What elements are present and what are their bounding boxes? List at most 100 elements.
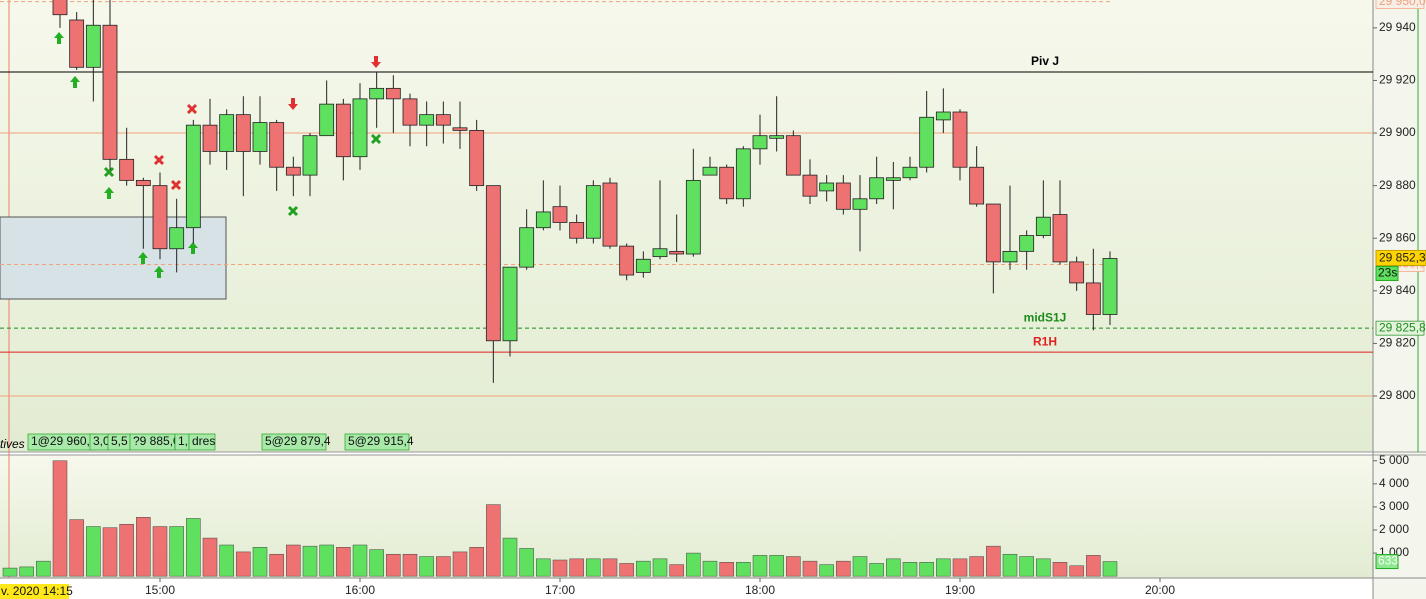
order-label: dres [192,434,215,448]
y-tick-label: 2 000 [1379,522,1409,536]
candle-body [969,166,985,205]
buy-cross [287,205,299,217]
candle-body [985,203,1001,263]
sell-arrow [371,56,381,68]
candle-body [419,114,435,126]
start-label: v. 2020 14:15 [1,584,73,598]
candle-body [602,182,618,247]
volume-bar [252,547,268,577]
volume-bar [1036,558,1051,577]
volume-bar [2,567,18,577]
level-label: 29 950,0 [1379,0,1426,8]
order-label: 1@29 960,0 [31,434,97,448]
candle-body [519,227,535,268]
last-price-box [1375,249,1426,266]
sell-arrow [288,98,298,110]
y-tick-label: 29 860 [1379,230,1416,244]
volume-bar [286,544,301,577]
candle-body [735,148,751,200]
volume-bar [236,551,251,577]
volume-bar [1102,561,1118,577]
y-tick-label: 29 920 [1379,73,1416,87]
order-tag [344,433,410,451]
sell-cross [153,154,165,166]
buy-cross [103,166,115,178]
volume-bar [586,558,601,577]
sell-cross [186,103,198,115]
candle-body [252,122,268,152]
last-price-label: 29 852,3 [1379,251,1426,265]
buy-arrow [188,242,198,254]
volume-bar [386,553,401,577]
volume-bar [786,556,801,577]
candle-body [702,166,718,176]
buy-arrow [54,32,64,44]
candle-body [569,222,585,239]
y-tick-label: 5 000 [1379,453,1409,467]
volume-bar [186,518,201,577]
volume-bar [769,555,784,577]
volume-bar [369,549,384,577]
volume-bar [202,537,218,577]
candle-body [219,114,235,152]
volume-bar [502,537,518,577]
candle-body [685,179,701,255]
volume-bar [986,545,1001,577]
volume-bar [19,566,34,577]
volume-bar [519,548,534,577]
candle-body [385,87,401,100]
x-tick-label: 16:00 [345,583,375,597]
volume-bar [852,556,868,577]
candle-body [119,158,135,181]
candle-body [1035,216,1051,236]
volume-bar [736,562,751,577]
volume-bar [352,544,368,577]
candle-body [369,87,385,100]
volume-bar [552,559,568,577]
x-tick-label: 17:00 [545,583,575,597]
candle-body [902,166,918,179]
volume-bar [452,551,468,577]
candle-body [485,185,501,342]
volume-bar [1086,555,1101,577]
candle-body [852,198,868,210]
y-tick-label: 29 900 [1379,125,1416,139]
level-name: Piv J [1031,54,1059,68]
volume-bar [336,547,351,577]
candle-body [819,182,835,192]
buy-arrow [138,252,148,264]
volume-bar [669,564,684,577]
volume-bar [102,527,118,577]
candle-body [869,177,885,200]
volume-bar [69,519,84,577]
candle-body [169,227,185,250]
volume-bar [819,564,834,577]
candle-body [319,103,335,137]
candle-body [952,111,968,168]
volume-bar [169,526,184,577]
volume-bar [686,552,701,577]
candle-body [752,135,768,150]
axis-pane [1373,0,1426,599]
volume-bar [636,560,651,577]
volume-bar [602,558,618,577]
level-label: 29 825,8 [1379,320,1426,334]
candle-body [452,127,468,131]
candle-body [552,206,568,223]
candle-body [402,98,418,126]
volume-bar [902,562,918,577]
volume-bar [702,560,718,577]
volume-bar [569,558,584,577]
price-plot: Piv J midS1J R1H [0,0,1373,397]
volume-bar [952,558,968,577]
y-tick-label: 4 000 [1379,476,1409,490]
y-tick-label: 29 880 [1379,178,1416,192]
candle-body [152,185,168,250]
volume-bar [1019,556,1034,577]
last-volume-box [1375,554,1399,570]
volume-bar [619,563,634,577]
candle-body [619,245,635,276]
order-label: ?9 885,0 [133,434,180,448]
candle-body [202,124,218,152]
